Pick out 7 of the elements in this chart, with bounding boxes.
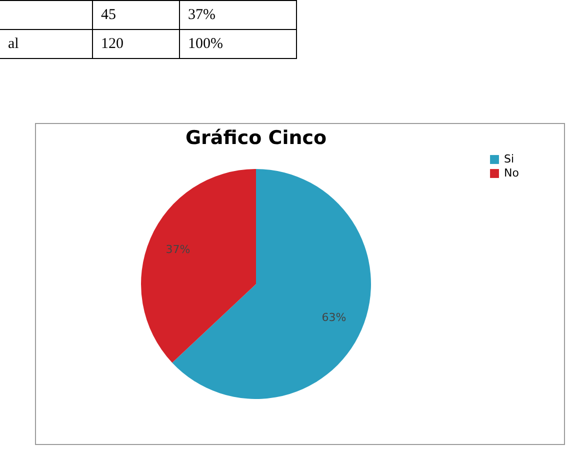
- chart-title: Gráfico Cinco: [185, 127, 327, 149]
- data-label: 63%: [322, 310, 346, 324]
- table-grid: 45 37% al 120 100%: [0, 0, 297, 59]
- legend-label: No: [504, 166, 520, 180]
- legend-label: Si: [504, 152, 514, 166]
- data-label: 37%: [166, 243, 190, 256]
- pie-slice: [141, 169, 256, 363]
